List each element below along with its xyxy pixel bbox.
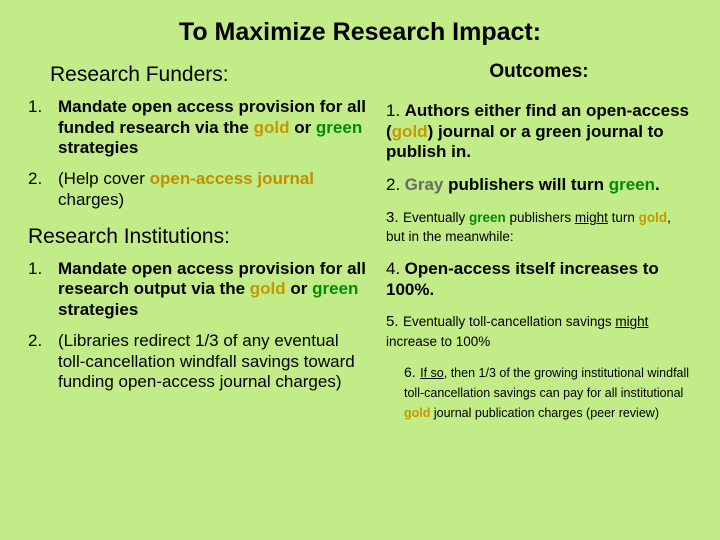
text: turn (608, 210, 639, 225)
gold-word: gold (639, 210, 668, 225)
item-number: 1. (28, 97, 58, 159)
text: or (289, 118, 315, 137)
text: Eventually (403, 210, 469, 225)
green-word: green (609, 175, 655, 194)
item-number: 6. (404, 364, 416, 380)
oaj-word: open-access journal (150, 169, 314, 188)
funders-heading: Research Funders: (50, 63, 366, 87)
text: publishers will turn (443, 175, 608, 194)
item-body: If so, then 1/3 of the growing instituti… (404, 366, 689, 419)
outcomes-heading: Outcomes: (386, 61, 692, 83)
item-number: 2. (386, 175, 400, 194)
text: publishers (506, 210, 575, 225)
right-column: Outcomes: 1. Authors either find an open… (386, 61, 692, 434)
underline-word: might (615, 314, 648, 329)
item-number: 5. (386, 313, 399, 330)
page-title: To Maximize Research Impact: (28, 18, 692, 47)
outcome-6: 6. If so, then 1/3 of the growing instit… (404, 363, 692, 422)
item-number: 2. (28, 169, 58, 210)
outcome-5: 5. Eventually toll-cancellation savings … (386, 312, 692, 351)
gold-word: gold (254, 118, 290, 137)
item-body: (Help cover open-access journal charges) (58, 169, 366, 210)
left-column: Research Funders: 1. Mandate open access… (28, 61, 366, 434)
text: charges) (58, 190, 124, 209)
text: increase to 100% (386, 334, 490, 349)
item-number: 3. (386, 209, 399, 226)
item-body: Open-access itself increases to 100%. (386, 259, 659, 299)
item-body: Gray publishers will turn green. (405, 175, 660, 194)
underline-word: If so (420, 366, 444, 380)
outcome-3: 3. Eventually green publishers might tur… (386, 208, 692, 247)
green-word: green (469, 210, 506, 225)
funders-item-1: 1. Mandate open access provision for all… (28, 97, 366, 159)
item-body: Mandate open access provision for all fu… (58, 97, 366, 159)
inst-item-1: 1. Mandate open access provision for all… (28, 259, 366, 321)
text: strategies (58, 138, 138, 157)
gray-word: Gray (405, 175, 444, 194)
text: journal publication charges (peer review… (430, 406, 659, 420)
underline-word: might (575, 210, 608, 225)
funders-item-2: 2. (Help cover open-access journal charg… (28, 169, 366, 210)
text: . (655, 175, 660, 194)
text: , then 1/3 of the growing institutional … (404, 366, 689, 400)
text: strategies (58, 300, 138, 319)
text: Eventually toll-cancellation savings (403, 314, 615, 329)
text: ) journal or a green journal to publish … (386, 122, 664, 162)
item-number: 1. (386, 101, 400, 120)
item-body: (Libraries redirect 1/3 of any eventual … (58, 331, 366, 393)
item-body: Mandate open access provision for all re… (58, 259, 366, 321)
green-word: green (312, 279, 358, 298)
outcome-4: 4. Open-access itself increases to 100%. (386, 259, 692, 300)
item-number: 4. (386, 259, 400, 278)
gold-word: gold (250, 279, 286, 298)
item-number: 1. (28, 259, 58, 321)
text: (Help cover (58, 169, 150, 188)
item-body: Authors either find an open-access (gold… (386, 101, 689, 161)
gold-word: gold (404, 406, 430, 420)
outcome-1: 1. Authors either find an open-access (g… (386, 101, 692, 163)
outcome-2: 2. Gray publishers will turn green. (386, 175, 692, 196)
inst-item-2: 2. (Libraries redirect 1/3 of any eventu… (28, 331, 366, 393)
gold-word: gold (392, 122, 428, 141)
item-body: Eventually toll-cancellation savings mig… (386, 314, 648, 349)
green-word: green (316, 118, 362, 137)
institutions-heading: Research Institutions: (28, 225, 366, 249)
item-number: 2. (28, 331, 58, 393)
text: or (286, 279, 312, 298)
columns: Research Funders: 1. Mandate open access… (28, 61, 692, 434)
item-body: Eventually green publishers might turn g… (386, 210, 671, 245)
